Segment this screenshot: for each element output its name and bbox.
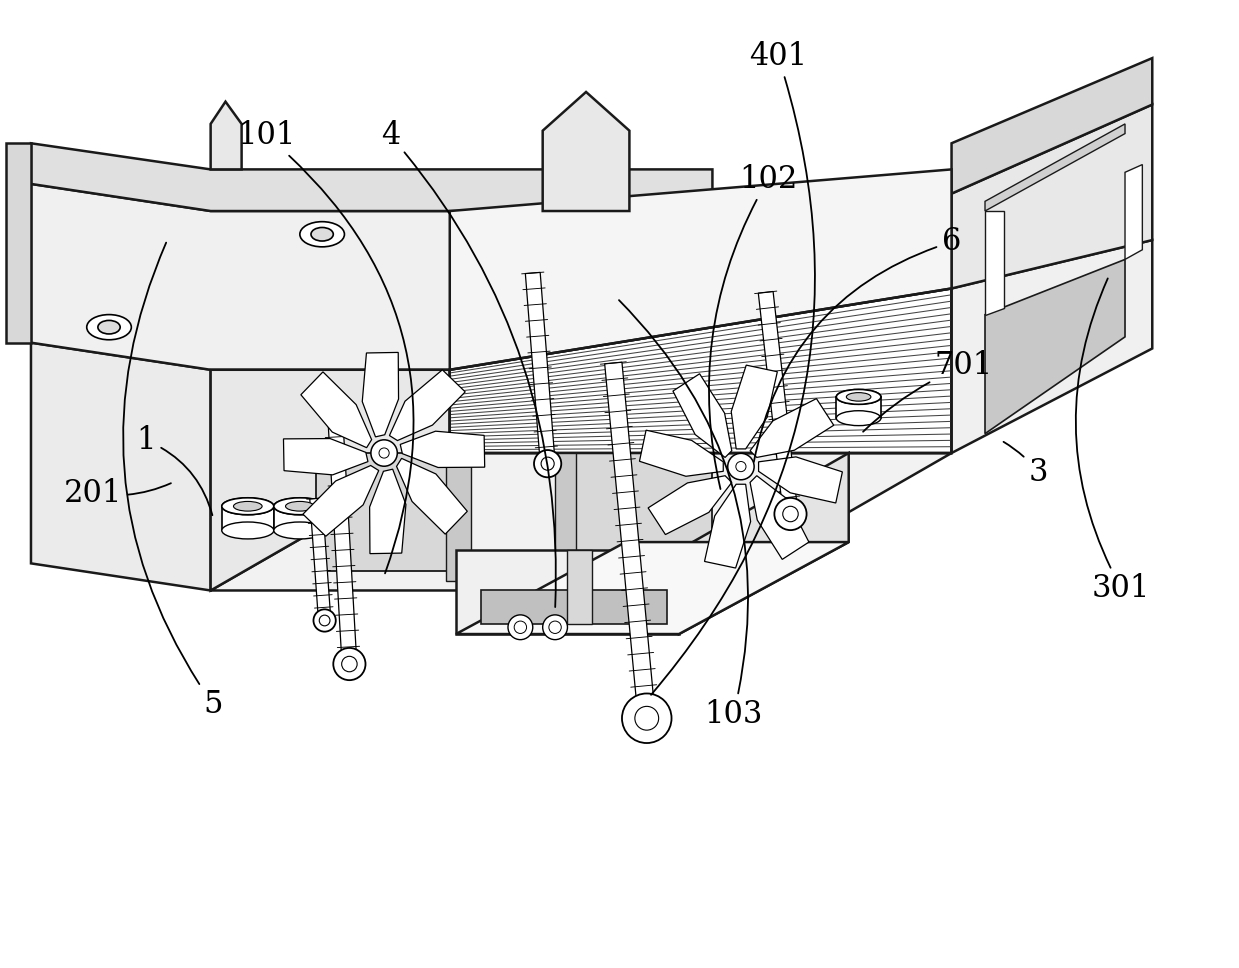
Polygon shape	[456, 550, 679, 634]
Polygon shape	[222, 506, 274, 530]
Ellipse shape	[311, 227, 333, 241]
Polygon shape	[274, 506, 326, 530]
Ellipse shape	[274, 498, 326, 515]
Ellipse shape	[98, 320, 120, 334]
Polygon shape	[211, 453, 952, 590]
Text: 102: 102	[709, 164, 798, 489]
Ellipse shape	[836, 389, 881, 405]
Text: 3: 3	[1004, 441, 1048, 488]
Polygon shape	[310, 499, 331, 620]
Polygon shape	[758, 291, 798, 514]
Polygon shape	[648, 475, 732, 534]
Ellipse shape	[836, 410, 881, 426]
Ellipse shape	[274, 498, 326, 515]
Polygon shape	[758, 457, 843, 503]
Text: 5: 5	[123, 243, 223, 720]
Circle shape	[774, 498, 807, 530]
Polygon shape	[639, 430, 724, 476]
Circle shape	[333, 648, 366, 681]
Polygon shape	[481, 590, 667, 624]
Circle shape	[727, 453, 755, 480]
Polygon shape	[362, 352, 399, 437]
Polygon shape	[555, 453, 576, 581]
Polygon shape	[952, 105, 1152, 288]
Polygon shape	[1125, 165, 1142, 259]
Polygon shape	[450, 169, 952, 370]
Polygon shape	[31, 143, 712, 211]
Ellipse shape	[222, 522, 274, 539]
Ellipse shape	[222, 498, 274, 515]
Polygon shape	[211, 102, 242, 169]
Circle shape	[541, 457, 554, 470]
Polygon shape	[211, 370, 450, 590]
Polygon shape	[558, 453, 712, 590]
Text: 401: 401	[650, 41, 815, 695]
Circle shape	[549, 621, 561, 633]
Polygon shape	[6, 143, 31, 343]
Polygon shape	[543, 92, 629, 211]
Circle shape	[736, 462, 746, 471]
Polygon shape	[456, 542, 849, 634]
Text: 103: 103	[620, 300, 763, 730]
Ellipse shape	[222, 498, 274, 515]
Circle shape	[379, 448, 389, 458]
Polygon shape	[389, 370, 465, 440]
Polygon shape	[836, 397, 881, 418]
Circle shape	[543, 615, 567, 640]
Polygon shape	[327, 405, 357, 663]
Polygon shape	[705, 484, 751, 568]
Polygon shape	[985, 211, 1004, 315]
Polygon shape	[605, 362, 655, 719]
Polygon shape	[446, 453, 471, 581]
Polygon shape	[567, 550, 592, 624]
Polygon shape	[952, 58, 1152, 194]
Text: 701: 701	[864, 350, 994, 432]
Ellipse shape	[87, 315, 131, 340]
Polygon shape	[952, 240, 1152, 453]
Polygon shape	[31, 184, 712, 370]
Ellipse shape	[846, 393, 871, 401]
Polygon shape	[731, 365, 777, 449]
Circle shape	[342, 656, 357, 672]
Circle shape	[634, 707, 659, 730]
Circle shape	[370, 439, 398, 467]
Ellipse shape	[300, 222, 344, 247]
Polygon shape	[316, 453, 456, 571]
Polygon shape	[400, 431, 484, 468]
Ellipse shape	[233, 501, 263, 511]
Polygon shape	[31, 343, 211, 590]
Polygon shape	[396, 459, 467, 534]
Circle shape	[508, 615, 533, 640]
Text: 101: 101	[237, 120, 414, 573]
Polygon shape	[750, 399, 834, 458]
Text: 4: 4	[380, 120, 556, 607]
Polygon shape	[679, 453, 849, 634]
Circle shape	[622, 693, 672, 743]
Text: 201: 201	[63, 478, 171, 509]
Polygon shape	[985, 259, 1125, 434]
Circle shape	[320, 615, 330, 626]
Ellipse shape	[836, 389, 881, 405]
Polygon shape	[304, 466, 379, 536]
Text: 1: 1	[136, 425, 212, 515]
Circle shape	[313, 609, 336, 632]
Polygon shape	[284, 439, 368, 475]
Circle shape	[783, 506, 798, 522]
Polygon shape	[450, 288, 952, 453]
Circle shape	[534, 450, 561, 477]
Ellipse shape	[285, 501, 315, 511]
Polygon shape	[985, 124, 1125, 211]
Polygon shape	[673, 374, 732, 458]
Polygon shape	[750, 475, 809, 560]
Polygon shape	[369, 469, 406, 554]
Polygon shape	[301, 372, 372, 447]
Ellipse shape	[274, 522, 326, 539]
Polygon shape	[525, 272, 555, 464]
Text: 6: 6	[753, 227, 961, 462]
Text: 301: 301	[1075, 279, 1151, 604]
Circle shape	[514, 621, 527, 633]
